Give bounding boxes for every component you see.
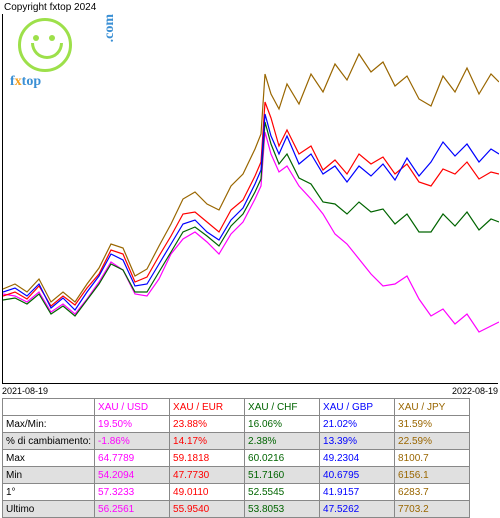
table-cell: 22.59%: [395, 433, 470, 450]
table-cell: 6156.1: [395, 467, 470, 484]
table-row: Max/Min:19.50%23.88%16.06%21.02%31.59%: [3, 416, 470, 433]
row-label: Max/Min:: [3, 416, 95, 433]
table-cell: -1.86%: [95, 433, 170, 450]
table-cell: 19.50%: [95, 416, 170, 433]
stats-table: XAU / USDXAU / EURXAU / CHFXAU / GBPXAU …: [2, 398, 470, 518]
table-cell: 40.6795: [320, 467, 395, 484]
copyright-text: Copyright fxtop 2024: [4, 2, 96, 13]
table-row: 1°57.323349.011052.554541.91576283.7: [3, 484, 470, 501]
table-cell: 49.2304: [320, 450, 395, 467]
series-xau---chf: [3, 122, 499, 316]
row-label: Max: [3, 450, 95, 467]
table-cell: 64.7789: [95, 450, 170, 467]
col-header: XAU / GBP: [320, 399, 395, 416]
table-cell: 47.5262: [320, 501, 395, 518]
table-header-row: XAU / USDXAU / EURXAU / CHFXAU / GBPXAU …: [3, 399, 470, 416]
table-cell: 47.7730: [170, 467, 245, 484]
series-xau---jpy: [3, 54, 499, 302]
col-header: XAU / EUR: [170, 399, 245, 416]
table-cell: 60.0216: [245, 450, 320, 467]
table-cell: 57.3233: [95, 484, 170, 501]
row-label: 1°: [3, 484, 95, 501]
table-cell: 49.0110: [170, 484, 245, 501]
table-cell: 21.02%: [320, 416, 395, 433]
table-cell: 59.1818: [170, 450, 245, 467]
table-row: Min54.209447.773051.716040.67956156.1: [3, 467, 470, 484]
col-header: XAU / JPY: [395, 399, 470, 416]
col-header: XAU / USD: [95, 399, 170, 416]
row-label: Min: [3, 467, 95, 484]
series-xau---gbp: [3, 114, 499, 310]
table-cell: 53.8053: [245, 501, 320, 518]
table-cell: 8100.7: [395, 450, 470, 467]
table-cell: 13.39%: [320, 433, 395, 450]
table-cell: 2.38%: [245, 433, 320, 450]
table-cell: 31.59%: [395, 416, 470, 433]
table-cell: 16.06%: [245, 416, 320, 433]
table-cell: 7703.2: [395, 501, 470, 518]
table-row: Ultimo56.256155.954053.805347.52627703.2: [3, 501, 470, 518]
table-cell: 6283.7: [395, 484, 470, 501]
x-axis-end: 2022-08-19: [452, 386, 498, 396]
col-header: XAU / CHF: [245, 399, 320, 416]
price-chart: [2, 14, 498, 384]
row-label: Ultimo: [3, 501, 95, 518]
table-cell: 51.7160: [245, 467, 320, 484]
table-row: Max64.778959.181860.021649.23048100.7: [3, 450, 470, 467]
table-cell: 23.88%: [170, 416, 245, 433]
series-xau---eur: [3, 102, 499, 306]
x-axis-start: 2021-08-19: [2, 386, 48, 396]
table-corner: [3, 399, 95, 416]
table-cell: 52.5545: [245, 484, 320, 501]
row-label: % di cambiamento:: [3, 433, 95, 450]
table-cell: 54.2094: [95, 467, 170, 484]
table-cell: 14.17%: [170, 433, 245, 450]
table-cell: 56.2561: [95, 501, 170, 518]
table-row: % di cambiamento:-1.86%14.17%2.38%13.39%…: [3, 433, 470, 450]
table-cell: 41.9157: [320, 484, 395, 501]
table-cell: 55.9540: [170, 501, 245, 518]
